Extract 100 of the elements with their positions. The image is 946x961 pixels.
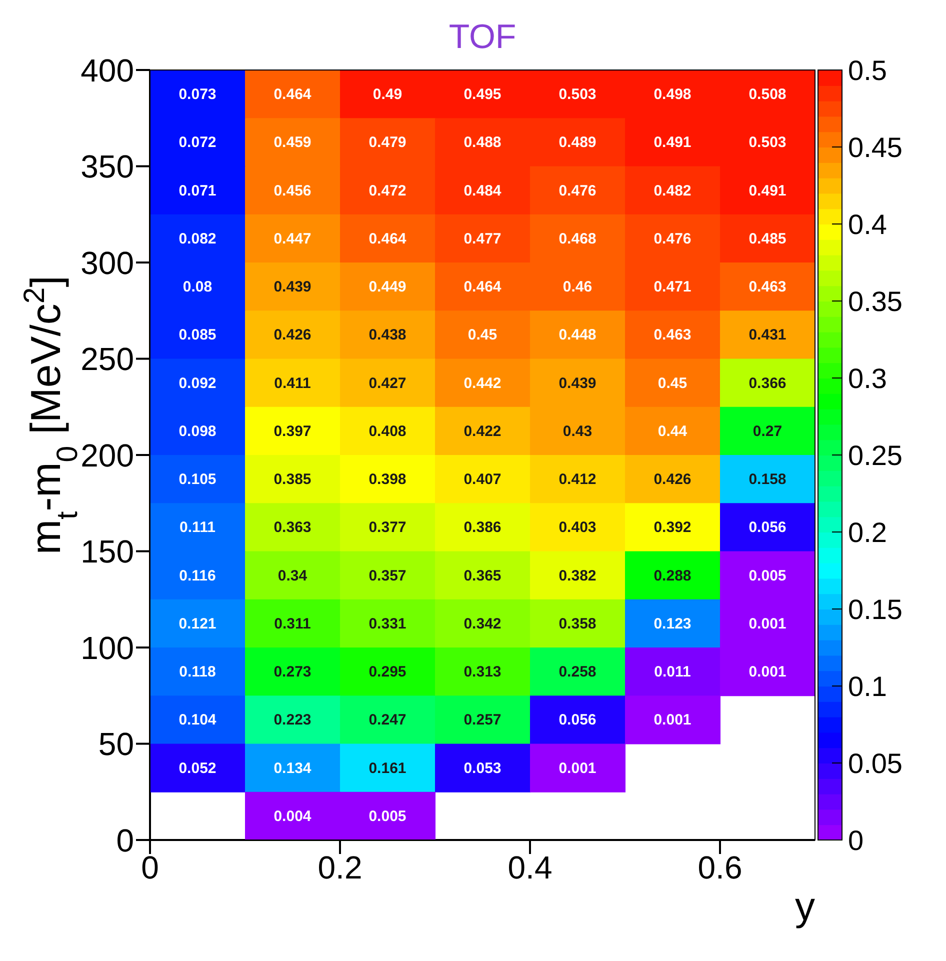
data-label: 0.412 — [558, 471, 596, 488]
color-bar-label: 0.5 — [848, 55, 887, 86]
data-label: 0.158 — [748, 471, 786, 488]
color-bar-label: 0.3 — [848, 363, 887, 394]
data-label: 0.495 — [464, 86, 502, 104]
data-label: 0.001 — [748, 664, 786, 681]
data-label: 0.392 — [654, 519, 692, 536]
color-bar-label: 0.05 — [848, 748, 902, 779]
data-label: 0.498 — [654, 86, 692, 104]
data-label: 0.482 — [654, 182, 692, 200]
data-label: 0.123 — [654, 615, 692, 632]
y-tick-label: 300 — [80, 244, 134, 281]
data-label: 0.001 — [558, 760, 596, 777]
data-label: 0.311 — [274, 615, 311, 632]
data-label: 0.072 — [178, 134, 216, 152]
color-bar-label: 0.25 — [848, 440, 902, 471]
data-label: 0.223 — [274, 712, 312, 729]
data-label: 0.358 — [558, 615, 596, 632]
data-label: 0.386 — [464, 519, 502, 536]
data-label: 0.479 — [368, 134, 406, 152]
data-label: 0.464 — [368, 230, 407, 248]
data-label: 0.456 — [274, 182, 312, 200]
x-tick-label: 0.4 — [508, 850, 552, 886]
data-label: 0.476 — [654, 230, 692, 248]
data-label: 0.503 — [558, 86, 596, 104]
data-label: 0.295 — [368, 664, 406, 681]
data-label: 0.449 — [368, 278, 406, 296]
data-label: 0.052 — [178, 760, 216, 777]
data-label: 0.468 — [558, 230, 596, 248]
data-label: 0.056 — [558, 712, 596, 729]
data-label: 0.411 — [274, 374, 311, 392]
data-label: 0.005 — [368, 808, 406, 825]
data-label: 0.442 — [464, 374, 502, 392]
y-tick-label: 400 — [80, 52, 134, 88]
data-label: 0.426 — [654, 471, 692, 488]
data-label: 0.476 — [558, 182, 596, 200]
x-tick-label: 0 — [141, 850, 159, 886]
y-tick-label: 200 — [80, 437, 134, 474]
data-label: 0.472 — [368, 182, 406, 200]
data-label: 0.489 — [558, 134, 596, 152]
data-label: 0.111 — [180, 519, 216, 536]
data-label: 0.398 — [368, 471, 406, 488]
data-label: 0.408 — [368, 422, 406, 440]
data-label: 0.491 — [748, 182, 786, 200]
data-label: 0.357 — [368, 567, 406, 584]
x-tick-label: 0.6 — [698, 850, 742, 886]
data-label: 0.085 — [178, 326, 216, 344]
color-bar-label: 0 — [848, 825, 864, 856]
data-label: 0.471 — [654, 278, 692, 296]
data-label: 0.485 — [748, 230, 786, 248]
data-label: 0.365 — [464, 567, 502, 584]
data-label: 0.092 — [178, 374, 216, 392]
y-tick-label: 100 — [80, 630, 134, 666]
y-tick-label: 50 — [98, 726, 134, 762]
data-label: 0.407 — [464, 471, 502, 488]
data-label: 0.45 — [468, 326, 498, 344]
data-label: 0.27 — [752, 422, 782, 440]
data-label: 0.464 — [274, 86, 312, 104]
data-label: 0.488 — [464, 134, 502, 152]
data-label: 0.118 — [179, 664, 216, 681]
data-label: 0.098 — [178, 422, 216, 440]
data-label: 0.477 — [464, 230, 502, 248]
data-label: 0.011 — [654, 664, 691, 681]
data-label: 0.439 — [558, 374, 596, 392]
data-label: 0.08 — [182, 278, 212, 296]
data-label: 0.342 — [464, 615, 502, 632]
data-label: 0.438 — [368, 326, 406, 344]
data-label: 0.426 — [274, 326, 312, 344]
data-label: 0.273 — [274, 664, 312, 681]
data-label: 0.001 — [654, 712, 692, 729]
color-bar-label: 0.45 — [848, 132, 902, 163]
data-label: 0.46 — [562, 278, 592, 296]
data-label: 0.121 — [178, 615, 216, 632]
data-label: 0.427 — [368, 374, 406, 392]
data-label: 0.484 — [464, 182, 502, 200]
data-label: 0.005 — [748, 567, 786, 584]
data-label: 0.448 — [558, 326, 596, 344]
data-label: 0.403 — [558, 519, 596, 536]
data-label: 0.071 — [178, 182, 216, 200]
data-label: 0.363 — [274, 519, 312, 536]
data-label: 0.056 — [748, 519, 786, 536]
data-label: 0.45 — [658, 374, 688, 392]
data-label: 0.377 — [368, 519, 406, 536]
data-label: 0.385 — [274, 471, 312, 488]
data-label: 0.508 — [748, 86, 786, 104]
y-tick-label: 0 — [116, 822, 134, 858]
data-label: 0.459 — [274, 134, 312, 152]
x-tick-label: 0.2 — [318, 850, 362, 886]
data-label: 0.053 — [464, 760, 502, 777]
data-label: 0.105 — [178, 471, 216, 488]
data-label: 0.34 — [278, 567, 308, 584]
data-label: 0.161 — [368, 760, 406, 777]
data-label: 0.004 — [274, 808, 312, 825]
data-label: 0.001 — [748, 615, 786, 632]
data-label: 0.464 — [464, 278, 502, 296]
data-label: 0.382 — [558, 567, 596, 584]
data-label: 0.463 — [748, 278, 786, 296]
color-bar-label: 0.2 — [848, 517, 887, 548]
data-label: 0.257 — [464, 712, 502, 729]
data-label: 0.134 — [274, 760, 312, 777]
